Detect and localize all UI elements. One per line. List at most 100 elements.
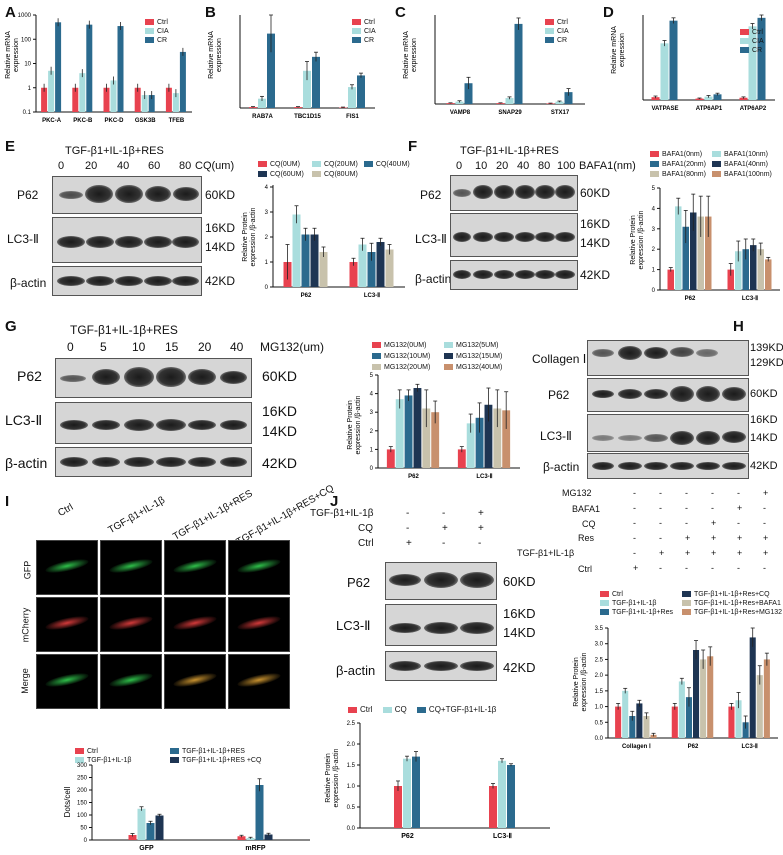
panel-h-sign: - <box>685 488 688 498</box>
c-bars-bar <box>564 92 573 104</box>
b-bars-cat: FIS1 <box>346 114 359 120</box>
f-bars-bar <box>757 249 764 290</box>
svg-text:Relative Protein: Relative Protein <box>573 657 580 707</box>
panel-h-sign: - <box>659 563 662 573</box>
panel-e-chart: Relative Protein expression /β-actin 0 1 2… <box>242 185 405 299</box>
panel-j-blot-actin <box>385 651 497 681</box>
panel-g-treatment: TGF-β1+IL-1β+RES <box>70 323 178 337</box>
panel-e-kd-60: 60KD <box>205 188 236 202</box>
svg-text:expression: expression <box>619 33 626 67</box>
svg-text:Relative Protein: Relative Protein <box>242 212 249 262</box>
panel-j-kd-14: 14KD <box>503 625 536 640</box>
g-bars-bar <box>493 408 502 468</box>
d-bars-cat: VATPASE <box>651 106 678 112</box>
panel-a-bar <box>179 51 186 112</box>
panel-label-h: H <box>733 318 744 335</box>
panel-h-sign: + <box>763 488 769 498</box>
panel-j-sign: - <box>442 508 446 519</box>
g-bars-bar <box>475 417 484 468</box>
f-bars-bar <box>690 212 697 290</box>
h-bars-bar <box>650 734 657 738</box>
panel-e-row-lc3: LC3-Ⅱ <box>7 232 39 246</box>
panel-a-bar <box>110 80 117 112</box>
panel-h-sign: - <box>737 488 740 498</box>
svg-text:Relative Protein: Relative Protein <box>630 215 637 265</box>
e-bars-tick: 3 <box>265 210 269 216</box>
h-bars-bar <box>707 656 714 738</box>
f-bars-tick: 0 <box>652 288 656 294</box>
h-bars-bar <box>622 690 629 738</box>
panel-a-bar <box>148 95 155 112</box>
panel-j-blot-lc3 <box>385 604 497 646</box>
e-bars-bar <box>319 252 328 287</box>
e-bars-bar <box>292 214 301 287</box>
panel-a-bar <box>103 87 110 112</box>
panel-h-sign: - <box>659 503 662 513</box>
h-bars-bar <box>643 716 650 738</box>
panel-h-row-lc3: LC3-Ⅱ <box>540 429 572 443</box>
panel-a-bar <box>165 87 172 112</box>
g-bars-tick: 5 <box>370 373 374 379</box>
panel-i-image-cell <box>228 540 290 595</box>
panel-i-row-gfp: GFP <box>22 560 33 580</box>
panel-g-row-actin: β-actin <box>5 455 48 471</box>
panel-b-legend: Ctrl CIA CR <box>352 18 376 45</box>
panel-a-cat: PKC-B <box>73 118 93 124</box>
panel-f-kd-60: 60KD <box>580 186 611 200</box>
j-bars-bar <box>412 756 420 828</box>
j-bars-tick: 2.5 <box>347 721 356 727</box>
f-bars-bar <box>750 245 757 290</box>
b-bars-bar <box>303 70 311 108</box>
j-bars-bar <box>507 765 515 828</box>
panel-f-kd-42: 42KD <box>580 268 611 282</box>
panel-h-sign: - <box>685 503 688 513</box>
panel-i-image-cell <box>100 597 162 652</box>
f-bars-bar <box>735 251 742 290</box>
g-bars-tick: 0 <box>370 466 374 472</box>
panel-g-kd-60: 60KD <box>262 368 298 384</box>
panel-a-bar <box>48 70 55 112</box>
panel-a-cat: PKC-D <box>105 118 125 124</box>
i-bars-cat: mRFP <box>245 845 266 852</box>
panel-h-sign: - <box>763 563 766 573</box>
i-bars-bar <box>246 838 255 840</box>
c-bars-bar <box>505 98 514 104</box>
b-bars-bar <box>258 98 266 108</box>
panel-a-cat: TFEB <box>169 118 185 124</box>
h-bars-bar <box>636 703 643 738</box>
i-bars-tick: 100 <box>77 813 88 819</box>
i-bars-tick: 150 <box>77 801 88 807</box>
svg-text:Relative Protein: Relative Protein <box>347 400 354 450</box>
panel-h-sign: + <box>763 533 769 543</box>
j-bars-cat: LC3-Ⅱ <box>493 832 512 840</box>
panel-j-treatment-matrix: TGF-β1+IL-1β CQ Ctrl - - + - + + + - - <box>310 508 484 549</box>
i-bars-cat: GFP <box>139 845 154 852</box>
panel-label-c: C <box>395 4 406 21</box>
svg-text:expression: expression <box>216 38 223 72</box>
panel-e-treatment: TGF-β1+IL-1β+RES <box>65 145 164 157</box>
h-bars-bar <box>749 637 756 738</box>
panel-label-f: F <box>408 138 418 155</box>
panel-label-a: A <box>5 4 16 21</box>
panel-h-sign: - <box>659 533 662 543</box>
panel-a-tick: 1 <box>28 86 32 92</box>
e-bars-bar <box>385 249 394 287</box>
panel-j-sign: + <box>478 508 484 519</box>
j-bars-tick: 0.0 <box>347 826 356 832</box>
panel-j-kd-16: 16KD <box>503 606 536 621</box>
g-bars-bar <box>431 412 440 468</box>
panel-i-image-cell <box>36 654 98 709</box>
j-bars-bar <box>394 786 402 828</box>
svg-text:Relative mRNA: Relative mRNA <box>611 26 618 74</box>
e-bars-bar <box>310 234 319 287</box>
svg-text:expression /β-actin: expression /β-actin <box>638 210 645 269</box>
h-bars-bar <box>756 675 763 738</box>
panel-h-sign: - <box>633 518 636 528</box>
panel-h-kd-14: 14KD <box>750 432 778 444</box>
g-bars-bar <box>484 404 493 468</box>
panel-f-kd-14: 14KD <box>580 236 611 250</box>
panel-h-sign: - <box>633 548 636 558</box>
c-bars-bar <box>514 23 523 104</box>
panel-label-d: D <box>603 4 614 21</box>
svg-text:expression /β-actin: expression /β-actin <box>355 395 362 454</box>
